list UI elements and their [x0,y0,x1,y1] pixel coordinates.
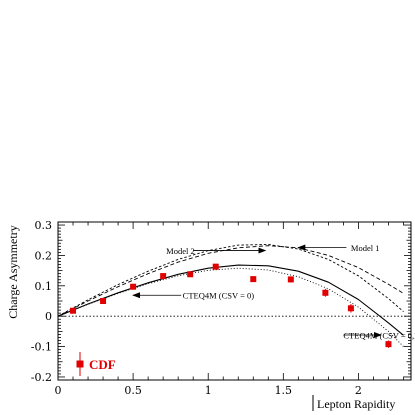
axis-labels: Charge Asymmetry Lepton Rapidity [6,225,395,411]
y-tick-label: 0.2 [35,249,53,262]
cdf-data-point [250,276,257,283]
cdf-data-point [287,276,294,283]
cdf-data-point [347,305,354,312]
legend-cdf-label: CDF [89,357,116,372]
x-tick-label: 0.5 [124,384,142,397]
y-tick-label: 0 [45,310,52,323]
curve-cteq4m_mod [57,267,404,347]
y-tick-label: 0.1 [35,280,53,293]
cdf-data-point [212,263,219,270]
curve-model1 [57,245,404,317]
x-tick-label: 0 [55,384,62,397]
y-axis-label: Charge Asymmetry [6,225,20,318]
x-tick-label: 1.5 [275,384,293,397]
y-tick-label: -0.2 [31,371,52,384]
model-curves [57,244,404,347]
cdf-data-point [385,341,392,348]
annotation-cteq4m: CTEQ4M (CSV = 0) [183,291,255,301]
x-axis-label: Lepton Rapidity [317,397,395,411]
cdf-data-point [322,289,329,296]
y-tick-label: 0.3 [35,219,53,232]
legend-cdf-marker [76,360,84,368]
curve-model2 [57,244,404,317]
y-tick-label: -0.1 [31,341,52,354]
cdf-data-point [130,283,137,290]
cdf-data-point [187,271,194,278]
x-axis: 0 0.5 1 1.5 2 [55,222,404,397]
cdf-data-point [100,298,107,304]
cdf-data-point [70,307,77,314]
legend: CDF [76,352,116,376]
cdf-data-points [70,263,392,348]
cdf-data-point [160,273,167,280]
annotation-model1: Model 1 [351,243,380,253]
y-axis: -0.2 -0.1 0 0.1 0.2 0.3 [31,219,411,384]
curve-cteq4m [57,264,404,336]
annotation-model2: Model 2 [166,246,195,256]
x-tick-label: 2 [355,384,362,397]
x-tick-label: 1 [205,384,212,397]
